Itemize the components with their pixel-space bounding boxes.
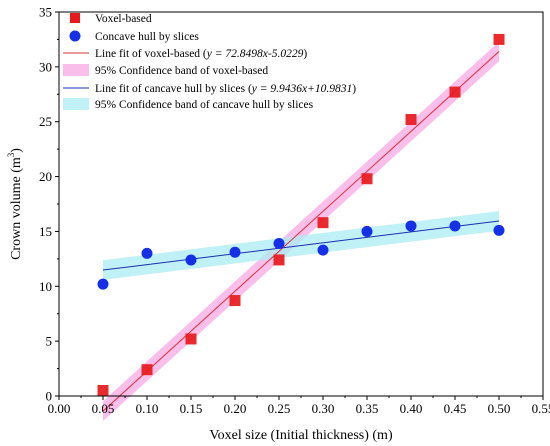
voxel-point <box>141 364 153 376</box>
legend: Voxel-based Concave hull by slices Line … <box>63 13 356 111</box>
voxel-point <box>97 385 109 397</box>
x-tick-label: 0.40 <box>400 401 423 416</box>
y-axis-label-base: Crown volume (m <box>9 157 24 260</box>
concave-point <box>273 237 285 249</box>
y-tick-label: 10 <box>39 279 52 294</box>
fit-lines <box>102 51 500 412</box>
voxel-point <box>405 114 417 126</box>
y-axis-ticks: 0 5 10 15 20 25 30 35 <box>39 5 59 404</box>
concave-point <box>493 224 505 236</box>
fit-line <box>102 220 500 271</box>
x-tick-label: 0.20 <box>224 401 247 416</box>
x-tick-label: 0.30 <box>312 401 335 416</box>
x-tick-label: 0.25 <box>268 401 291 416</box>
legend-concave-fit-equation: y = 9.9436x+10.9831 <box>251 83 352 95</box>
legend-voxel-band-swatch <box>63 64 89 76</box>
y-axis-label: Crown volume (m3) <box>6 148 24 260</box>
y-tick-label: 0 <box>46 389 53 404</box>
voxel-point <box>493 33 505 45</box>
legend-concave-fit-suffix: ) <box>352 83 356 95</box>
x-tick-label: 0.35 <box>356 401 379 416</box>
legend-concave-marker <box>69 30 81 42</box>
x-tick-label: 0.15 <box>180 401 203 416</box>
concave-point <box>185 254 197 266</box>
concave-point <box>141 247 153 259</box>
voxel-point <box>317 217 329 229</box>
legend-voxel-fit-prefix: Line fit of voxel-based ( <box>95 48 207 60</box>
concave-point <box>405 220 417 232</box>
legend-concave-fit-prefix: Line fit of cancave hull by slices ( <box>95 83 252 95</box>
legend-voxel-fit-label: Line fit of voxel-based (y = 72.8498x-5.… <box>95 48 307 60</box>
voxel-point <box>229 295 241 307</box>
legend-voxel-band-label: 95% Confidence band of voxel-based <box>95 65 268 77</box>
legend-voxel-fit-equation: y = 72.8498x-5.0229 <box>206 48 304 60</box>
x-tick-label: 0.50 <box>488 401 511 416</box>
y-tick-label: 35 <box>39 5 52 20</box>
legend-concave-band-label: 95% Confidence band of cancave hull by s… <box>95 99 314 111</box>
concave-point <box>229 246 241 258</box>
y-tick-label: 25 <box>39 114 52 129</box>
legend-voxel-fit-suffix: ) <box>303 48 307 60</box>
y-tick-label: 15 <box>39 224 52 239</box>
data-points <box>97 33 505 397</box>
concave-point <box>449 220 461 232</box>
legend-concave-fit-label: Line fit of cancave hull by slices (y = … <box>95 83 356 95</box>
voxel-point <box>273 254 285 266</box>
legend-voxel-label: Voxel-based <box>95 13 152 25</box>
voxel-point <box>361 173 373 185</box>
concave-point <box>317 244 329 256</box>
voxel-point <box>449 86 461 98</box>
concave-point <box>361 225 373 237</box>
x-tick-label: 0.10 <box>136 401 159 416</box>
legend-concave-label: Concave hull by slices <box>95 31 199 43</box>
x-tick-label: 0.00 <box>48 401 71 416</box>
x-axis-ticks: 0.00 0.05 0.10 0.15 0.20 0.25 0.30 0.35 0.40 0.45… <box>48 396 550 416</box>
y-tick-label: 30 <box>39 59 52 74</box>
x-axis-label: Voxel size (Initial thickness) (m) <box>209 428 393 443</box>
fit-line <box>102 51 500 412</box>
y-tick-label: 5 <box>46 334 53 349</box>
concave-point <box>97 278 109 290</box>
x-tick-label: 0.55 <box>532 401 550 416</box>
voxel-point <box>185 333 197 345</box>
y-axis-label-superscript: 3 <box>6 152 16 157</box>
y-tick-label: 20 <box>39 169 52 184</box>
y-axis-label-tail: ) <box>9 148 24 153</box>
legend-voxel-marker <box>70 13 80 23</box>
x-tick-label: 0.05 <box>92 401 115 416</box>
legend-concave-band-swatch <box>63 98 89 110</box>
x-tick-label: 0.45 <box>444 401 467 416</box>
